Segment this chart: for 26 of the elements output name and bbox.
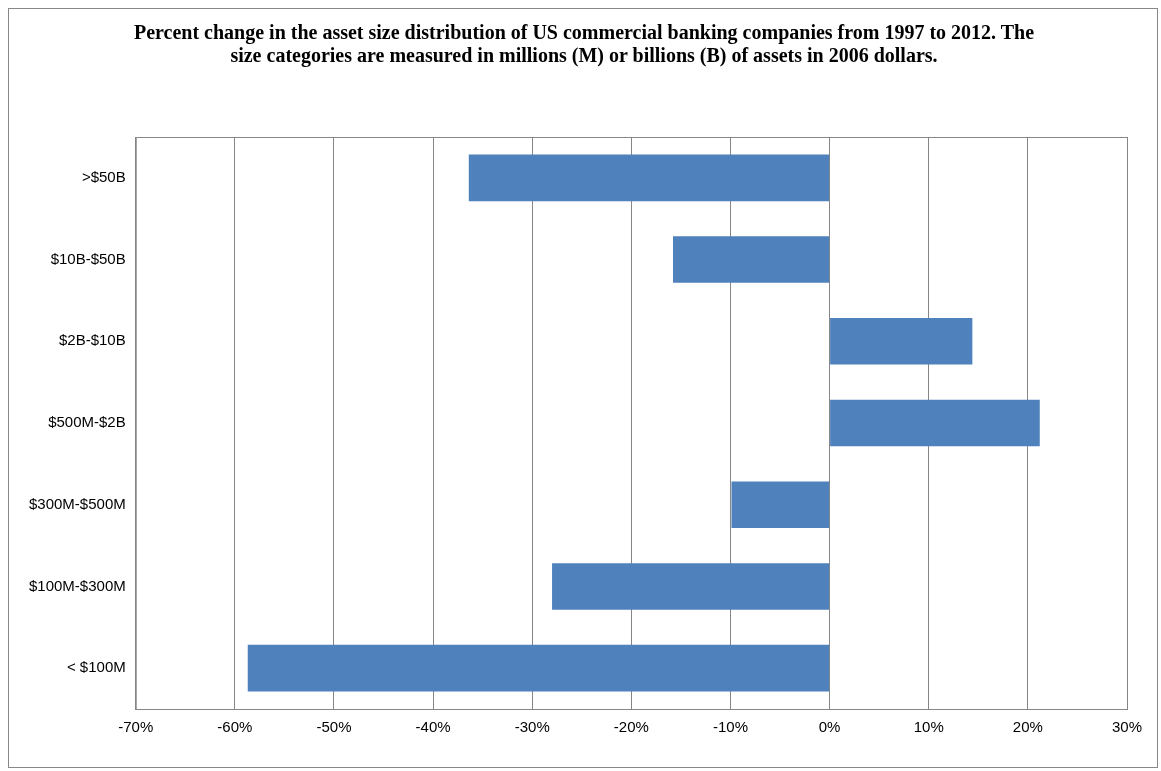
x-tick-label: -70% — [118, 718, 154, 736]
bar — [731, 481, 830, 528]
y-tick-label: $10B-$50B — [50, 249, 126, 267]
x-tick-label: 20% — [1012, 718, 1043, 736]
y-tick-label: $500M-$2B — [48, 413, 126, 431]
x-tick-label: -60% — [217, 718, 253, 736]
x-tick-label: -40% — [415, 718, 451, 736]
bar — [247, 644, 830, 692]
y-tick-label: < $100M — [66, 658, 126, 676]
y-tick-label: >$50B — [81, 168, 126, 185]
x-tick-label: 30% — [1111, 718, 1143, 736]
y-tick-label: $2B-$10B — [59, 331, 126, 349]
bar — [552, 563, 830, 610]
y-tick-label: $100M-$300M — [28, 576, 126, 594]
x-tick-label: 10% — [913, 718, 944, 736]
bar — [830, 399, 1040, 447]
x-tick-label: -10% — [712, 718, 749, 736]
x-tick-label: 0% — [818, 718, 841, 736]
x-tick-label: -30% — [514, 718, 550, 736]
bar — [830, 318, 973, 365]
bar — [673, 236, 830, 283]
bar — [468, 154, 830, 202]
y-tick-label: $300M-$500M — [28, 494, 126, 512]
x-tick-label: -20% — [613, 718, 649, 736]
x-tick-label: -50% — [316, 718, 352, 736]
chart-title: Percent change in the asset size distribution of US commercial banking companies from 1997 to 2012. The size categories are measured in millions (M) or billions (B) of assets in 2006 dollars. — [132, 21, 1036, 67]
